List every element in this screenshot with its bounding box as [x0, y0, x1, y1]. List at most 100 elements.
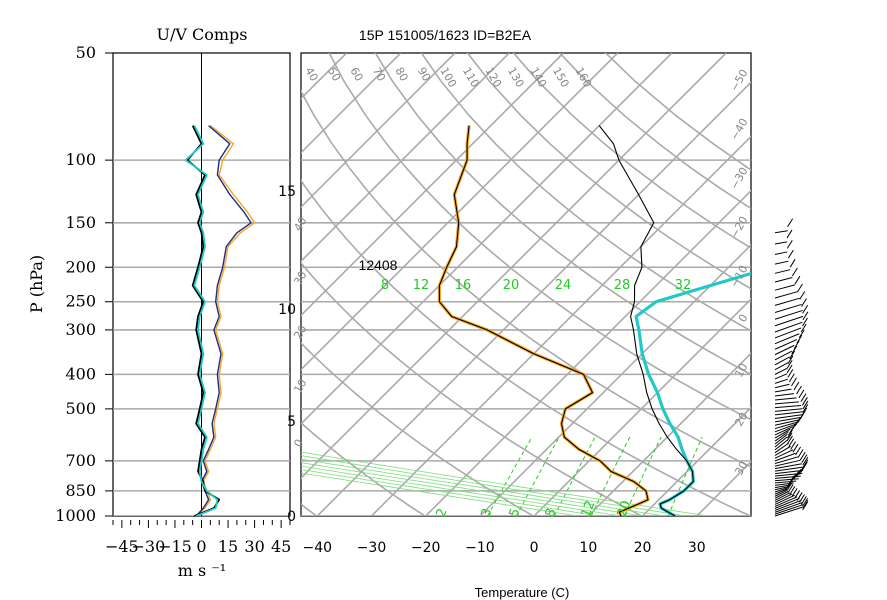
wind-barb	[774, 469, 803, 475]
wind-barb	[774, 485, 790, 491]
wind-barb-flag	[796, 335, 803, 344]
skewt-x-tick-label: −10	[465, 540, 495, 556]
wind-barb-flag	[790, 473, 797, 482]
wind-barb	[774, 421, 798, 430]
uv-pressure-label: 100	[65, 150, 96, 169]
skewt-lower-label: 10	[291, 377, 309, 396]
uv-x-tick-label: −15	[158, 537, 192, 556]
wind-barb-flag	[797, 283, 803, 293]
wind-barb-flag	[794, 275, 801, 285]
skewt-isotherm	[642, 406, 751, 516]
wind-barb	[774, 414, 803, 419]
wind-barb-flag	[801, 298, 807, 307]
wind-barb	[774, 241, 788, 245]
wind-barb	[774, 401, 799, 405]
wind-barb	[774, 419, 801, 426]
skewt-theta-label: 60	[347, 65, 365, 84]
skewt-x-tick-label: −20	[411, 540, 441, 556]
wind-barb	[774, 344, 795, 356]
skewt-x-tick-label: 30	[688, 540, 706, 556]
skewt-isotherm	[316, 81, 751, 516]
skewt-right-label: 20	[732, 410, 750, 429]
wind-barb-flag	[797, 449, 804, 458]
skewt-mixing-line	[590, 436, 631, 516]
skewt-title: 15P 151005/1623 ID=B2EA	[359, 27, 532, 43]
skewt-lower-label: 30	[291, 269, 309, 288]
wind-barb	[774, 504, 804, 515]
wind-barb-flag	[786, 360, 793, 369]
wind-barb-flag	[792, 443, 799, 453]
wind-barb-flag	[791, 488, 798, 497]
skewt-theta-label: 40	[302, 65, 320, 84]
skewt-x-tick-label: 20	[634, 540, 652, 556]
skewt-moist-adiabat	[301, 472, 578, 516]
skewt-moist-adiabat	[301, 465, 621, 516]
skewt-dry-adiabat	[374, 53, 751, 376]
skewt-moist-adiabat	[301, 455, 686, 516]
wind-barb-flag	[787, 249, 794, 259]
wind-barb	[774, 436, 788, 448]
skewt-dry-adiabat	[466, 53, 751, 290]
wind-barb	[774, 501, 803, 513]
wind-barb-flag	[786, 364, 793, 374]
wind-barb-flag	[802, 497, 809, 507]
wind-barb	[774, 383, 790, 389]
wind-barb-flag	[786, 229, 793, 239]
wind-barb	[774, 321, 803, 333]
wind-barb	[774, 498, 800, 509]
skewt-isotherm	[301, 53, 456, 209]
wind-barb	[774, 291, 798, 299]
uv-x-tick-label: −30	[132, 537, 166, 556]
skewt-mixing-label: 20	[503, 278, 520, 293]
wind-barb-flag	[798, 329, 805, 338]
uv-xlabel: m s ⁻¹	[178, 561, 226, 580]
wind-barb	[774, 315, 804, 327]
wind-barb	[774, 404, 801, 409]
skewt-theta-label: 50	[325, 65, 343, 84]
wind-barb	[774, 442, 790, 454]
skewt-mixing-label: 28	[614, 278, 631, 293]
wind-barb-flag	[802, 499, 809, 509]
wind-barb	[774, 426, 793, 436]
skewt-x-tick-label: 0	[530, 540, 539, 556]
skewt-dry-adiabat	[420, 53, 751, 332]
uv-x-tick-label: 45	[271, 537, 291, 556]
wind-barb	[774, 488, 788, 495]
skewt-right-label: 30	[732, 459, 750, 478]
uv-pressure-label: 850	[65, 481, 96, 500]
wind-barb	[774, 491, 789, 499]
uv-series-line	[184, 125, 219, 516]
wind-barb	[774, 303, 802, 313]
wind-barb	[774, 487, 788, 493]
uv-series-line	[195, 125, 252, 516]
wind-barb-flag	[799, 494, 805, 503]
wind-barb-flag	[800, 496, 807, 505]
skewt-height-label: 10	[278, 302, 296, 318]
skewt-height-label: 0	[287, 509, 296, 525]
wind-barb-flag	[800, 323, 807, 333]
wind-barb-flag	[802, 400, 809, 410]
skewt-isotherm	[805, 53, 887, 516]
wind-barb	[774, 423, 796, 433]
skewt-mixing-label: 24	[555, 278, 572, 293]
skewt-annotation: 12408	[359, 257, 398, 273]
wind-barbs	[774, 218, 809, 517]
wind-barb	[774, 260, 789, 265]
wind-barb-flag	[789, 259, 796, 268]
wind-barb-flag	[787, 355, 794, 364]
wind-barb	[774, 466, 803, 472]
skewt-mixing-line	[487, 436, 533, 516]
wind-barb	[774, 408, 803, 412]
wind-barb	[774, 397, 797, 401]
uv-pressure-label: 250	[65, 292, 96, 311]
wind-barb-flag	[790, 441, 797, 450]
wind-barb-flag	[791, 345, 798, 355]
skewt-x-tick-label: 10	[579, 540, 597, 556]
wind-barb	[774, 367, 788, 375]
wind-barb	[774, 496, 798, 507]
wind-barb	[774, 416, 802, 423]
wind-barb-flag	[799, 291, 806, 300]
skewt-moist-adiabat	[301, 469, 600, 516]
skewt-series-line	[598, 125, 694, 516]
